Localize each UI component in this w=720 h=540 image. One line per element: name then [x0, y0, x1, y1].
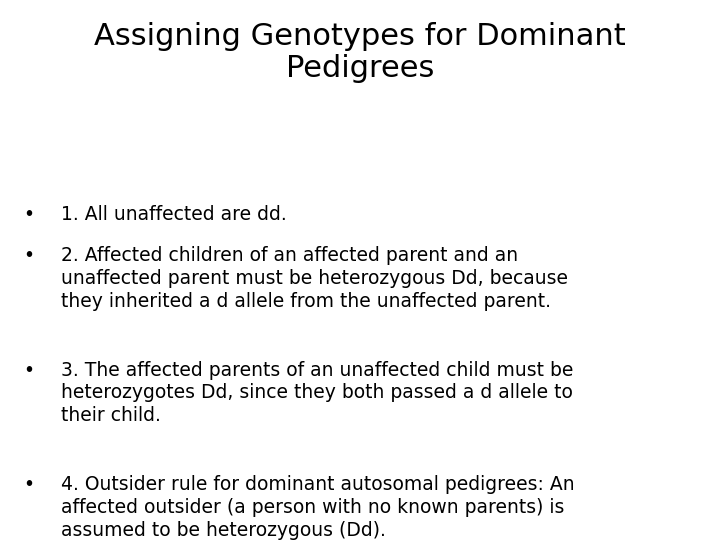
Text: 3. The affected parents of an unaffected child must be
heterozygotes Dd, since t: 3. The affected parents of an unaffected… [61, 361, 574, 425]
Text: •: • [23, 205, 35, 224]
Text: Assigning Genotypes for Dominant
Pedigrees: Assigning Genotypes for Dominant Pedigre… [94, 22, 626, 83]
Text: •: • [23, 475, 35, 494]
Text: •: • [23, 361, 35, 380]
Text: 4. Outsider rule for dominant autosomal pedigrees: An
affected outsider (a perso: 4. Outsider rule for dominant autosomal … [61, 475, 575, 539]
Text: •: • [23, 246, 35, 265]
Text: 2. Affected children of an affected parent and an
unaffected parent must be hete: 2. Affected children of an affected pare… [61, 246, 568, 310]
Text: 1. All unaffected are dd.: 1. All unaffected are dd. [61, 205, 287, 224]
